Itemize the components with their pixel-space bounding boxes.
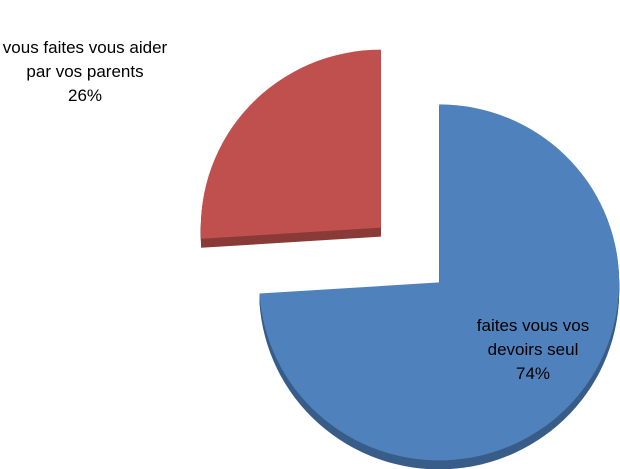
slice-label: faites vous vos devoirs seul 74% xyxy=(448,314,618,386)
value-label: 26% xyxy=(67,86,103,105)
category-label: vous faites vous aider par vos parents xyxy=(2,38,168,81)
value-label: 74% xyxy=(515,364,551,383)
slice xyxy=(200,49,381,239)
slice xyxy=(259,104,620,461)
slice-label: vous faites vous aider par vos parents 26… xyxy=(0,36,170,108)
category-label: faites vous vos devoirs seul xyxy=(476,316,590,359)
